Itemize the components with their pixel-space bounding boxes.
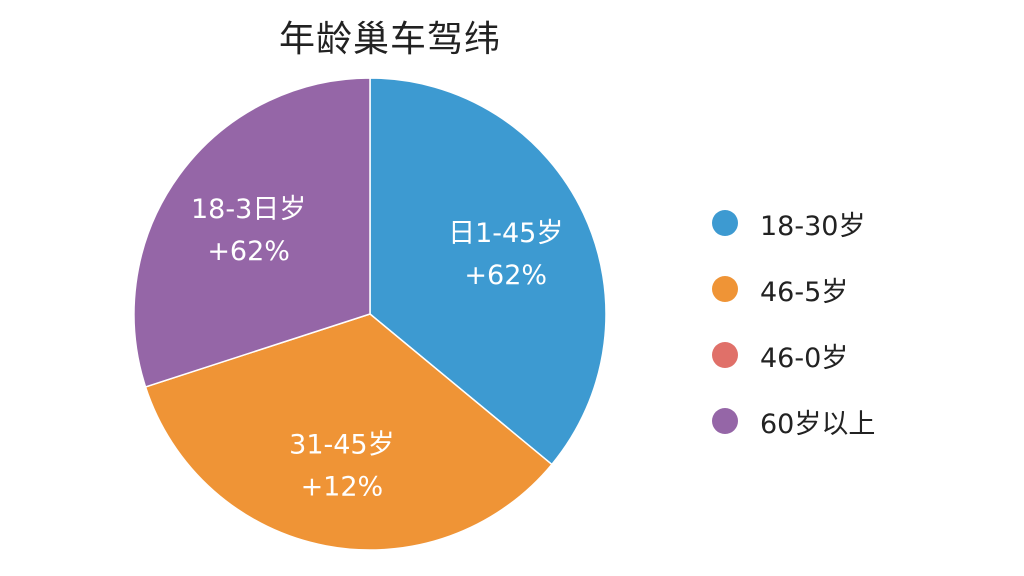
slice-label-3-line1: 18-3日岁: [191, 194, 306, 225]
legend-item-46-0: 46-0岁: [712, 322, 1012, 388]
legend-item-46-5: 46-5岁: [712, 256, 1012, 322]
legend-marker-orange: [712, 276, 738, 302]
slice-label-0-line2: +62%: [464, 260, 547, 291]
legend-label: 60岁以上: [760, 408, 876, 440]
slice-label-1-line1: 31-45岁: [289, 429, 394, 460]
legend-marker-blue: [712, 210, 738, 236]
legend-item-60-plus: 60岁以上: [712, 388, 1012, 454]
legend-item-18-30: 18-30岁: [712, 190, 1012, 256]
legend: 18-30岁 46-5岁 46-0岁 60岁以上: [712, 190, 1012, 454]
legend-marker-purple: [712, 408, 738, 434]
legend-label: 18-30岁: [760, 210, 866, 242]
slice-label-0-line1: 日1-45岁: [448, 218, 563, 249]
legend-label: 46-5岁: [760, 276, 849, 308]
pie-labels: 日1-45岁 +62% 31-45岁 +12% 18-3日岁 +62%: [191, 194, 563, 503]
legend-label: 46-0岁: [760, 342, 849, 374]
slice-label-3-line2: +62%: [207, 236, 290, 267]
pie-slice-3: [133, 77, 371, 388]
pie-slices: [133, 77, 607, 551]
pie-slice-0: [369, 77, 607, 466]
chart-title: 年龄巢车驾纬: [278, 19, 501, 60]
pie-slice-1: [144, 313, 553, 551]
legend-marker-red: [712, 342, 738, 368]
slice-label-1-line2: +12%: [301, 471, 384, 502]
